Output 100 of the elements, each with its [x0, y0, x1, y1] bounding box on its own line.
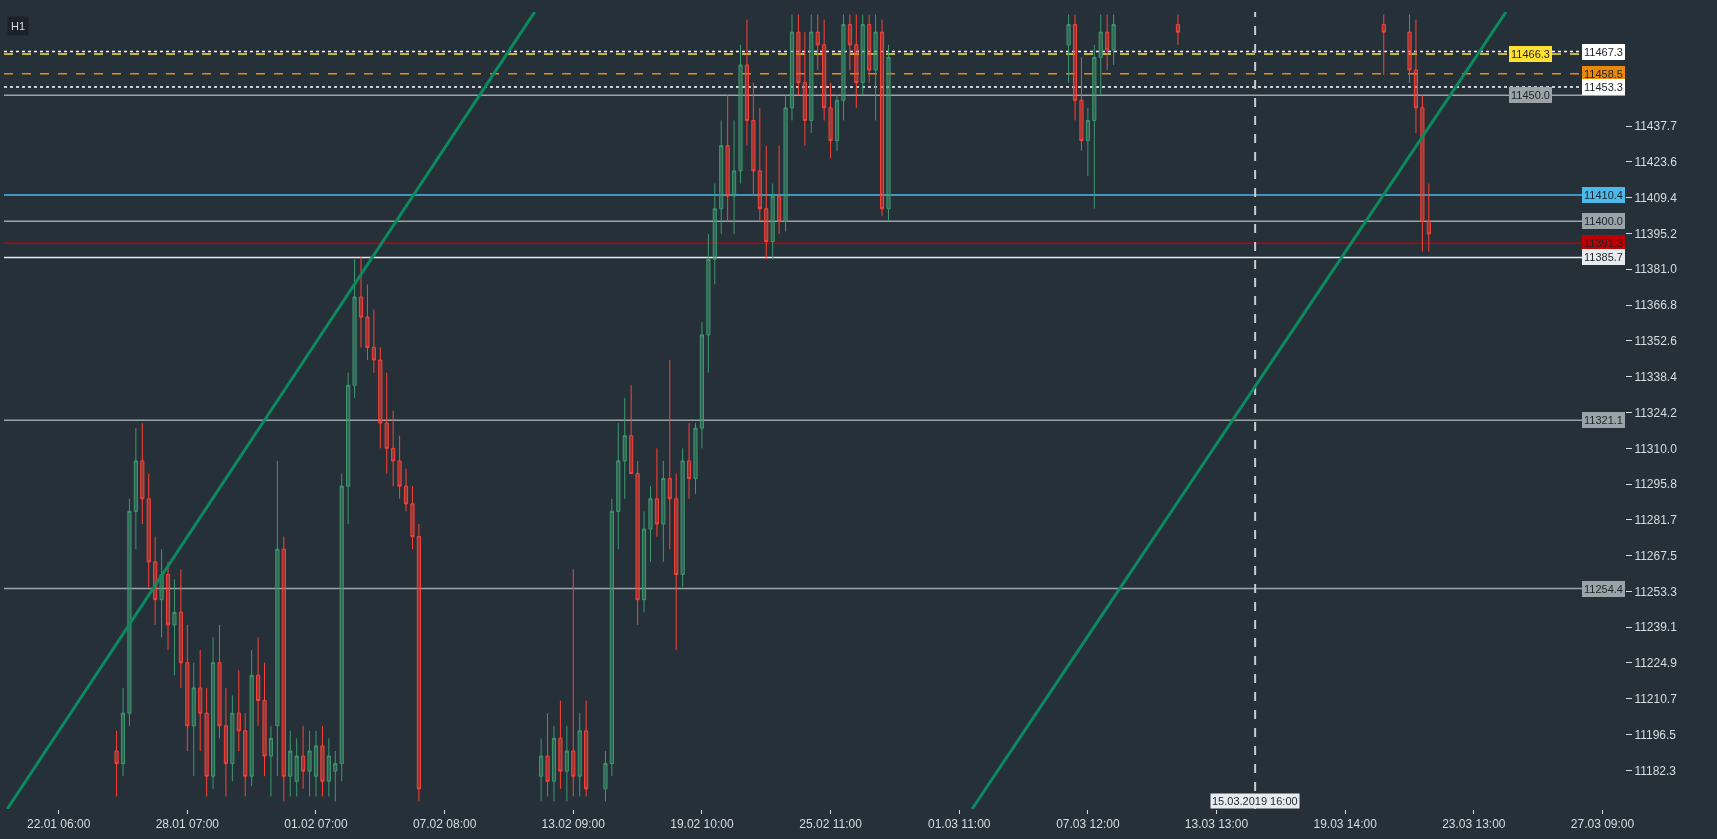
- candlestick: [725, 94, 730, 222]
- candlestick: [680, 447, 685, 588]
- candlestick: [796, 14, 801, 96]
- candlestick: [230, 695, 235, 782]
- ref-line-label: 11400.0: [1584, 215, 1623, 227]
- candlestick: [635, 460, 640, 626]
- candlestick: [1079, 56, 1084, 152]
- candlestick: [1066, 14, 1071, 84]
- y-tick-label: 11281.7: [1634, 512, 1678, 527]
- x-tick-label: 15.03.2019 16:00: [1212, 795, 1298, 807]
- candlestick: [706, 233, 711, 374]
- candlestick: [822, 19, 827, 121]
- candlestick: [867, 14, 872, 84]
- candlestick: [114, 730, 119, 797]
- candlestick: [641, 510, 647, 613]
- candlestick: [847, 14, 852, 71]
- candlestick: [185, 624, 190, 752]
- candlestick: [815, 14, 820, 71]
- y-tick-label: 11210.7: [1634, 691, 1678, 706]
- candlestick: [262, 662, 267, 777]
- y-tick-label: 11437.7: [1634, 119, 1678, 134]
- candlestick: [1105, 14, 1110, 71]
- candlestick: [339, 473, 344, 782]
- candlestick: [1413, 19, 1419, 134]
- candlestick: [648, 485, 653, 563]
- candlestick: [584, 700, 589, 797]
- x-tick-label: 01.03 11:00: [927, 817, 991, 832]
- candlestick: [841, 14, 846, 121]
- candlestick: [275, 460, 280, 777]
- candlestick: [744, 19, 750, 147]
- ref-line-label: 11254.4: [1584, 583, 1623, 595]
- candlestick: [410, 485, 415, 550]
- y-tick-label: 11239.1: [1634, 620, 1678, 635]
- x-tick-label: 13.02 09:00: [541, 817, 606, 832]
- y-tick-label: 11224.9: [1634, 656, 1678, 671]
- candlestick: [699, 321, 705, 449]
- candlestick: [777, 145, 782, 235]
- candlestick: [1407, 14, 1412, 84]
- candlestick: [854, 14, 859, 109]
- x-tick-label: 27.03 09:00: [1570, 817, 1635, 832]
- candlestick: [165, 561, 171, 651]
- x-tick-label: 25.02 11:00: [799, 817, 863, 832]
- candlestick: [828, 82, 833, 159]
- candlestick: [654, 447, 659, 538]
- y-tick-label: 11423.6: [1634, 155, 1678, 170]
- candlestick: [384, 372, 389, 475]
- candlestick: [1085, 107, 1090, 177]
- candlestick: [764, 145, 769, 260]
- candlestick: [770, 183, 775, 260]
- y-tick-label: 11352.6: [1634, 334, 1678, 349]
- candlestick: [802, 31, 807, 147]
- candlestick: [1175, 14, 1181, 46]
- candlestick: [577, 712, 582, 797]
- candlestick: [667, 359, 672, 550]
- y-tick-label: 11267.5: [1634, 548, 1678, 563]
- candlestick: [873, 14, 878, 121]
- candlestick: [178, 568, 183, 689]
- candlestick: [674, 473, 679, 651]
- candlestick: [288, 730, 293, 797]
- candlestick: [1111, 14, 1116, 66]
- annotation: H1: [11, 20, 26, 32]
- x-tick-label: 07.03 12:00: [1056, 817, 1120, 832]
- candlestick: [320, 725, 325, 797]
- candlestick: [686, 422, 692, 500]
- ref-line-label: 11453.3: [1584, 81, 1623, 93]
- y-tick-label: 11310.0: [1634, 441, 1678, 456]
- candlestick: [346, 372, 351, 525]
- candlestick: [326, 737, 331, 797]
- candlestick: [789, 14, 795, 121]
- candlestick: [307, 730, 312, 797]
- candlestick: [358, 256, 364, 348]
- candlestick: [256, 636, 261, 727]
- y-tick-label: 11366.8: [1634, 298, 1678, 313]
- candlestick: [416, 523, 421, 802]
- candlestick: [1072, 14, 1078, 121]
- candlestick: [886, 44, 891, 222]
- candlestick: [719, 119, 724, 235]
- candlestick: [712, 183, 717, 285]
- candlestick: [217, 624, 222, 739]
- x-tick-label: 23.03 13:00: [1442, 817, 1506, 832]
- ref-line-label: 11321.1: [1584, 414, 1623, 426]
- candlestick: [223, 687, 228, 797]
- candlestick: [545, 712, 550, 797]
- candlestick: [622, 397, 627, 500]
- candlestick: [120, 687, 126, 777]
- candlestick: [1426, 183, 1431, 253]
- candlestick: [879, 19, 885, 217]
- candlestick: [1381, 14, 1386, 76]
- candlestick: [172, 578, 177, 676]
- ref-line-label: 11385.7: [1584, 251, 1623, 263]
- candlestick: [738, 44, 743, 185]
- candlestick: [391, 410, 396, 487]
- candlestick: [783, 94, 788, 232]
- candlestick: [198, 649, 203, 752]
- candlestick: [1420, 94, 1425, 253]
- ref-line-label: 11391.3: [1584, 237, 1623, 249]
- y-tick-label: 11409.4: [1634, 190, 1678, 205]
- candlestick: [191, 662, 196, 777]
- candlestick: [140, 422, 145, 525]
- x-tick-label: 19.03 14:00: [1313, 817, 1378, 832]
